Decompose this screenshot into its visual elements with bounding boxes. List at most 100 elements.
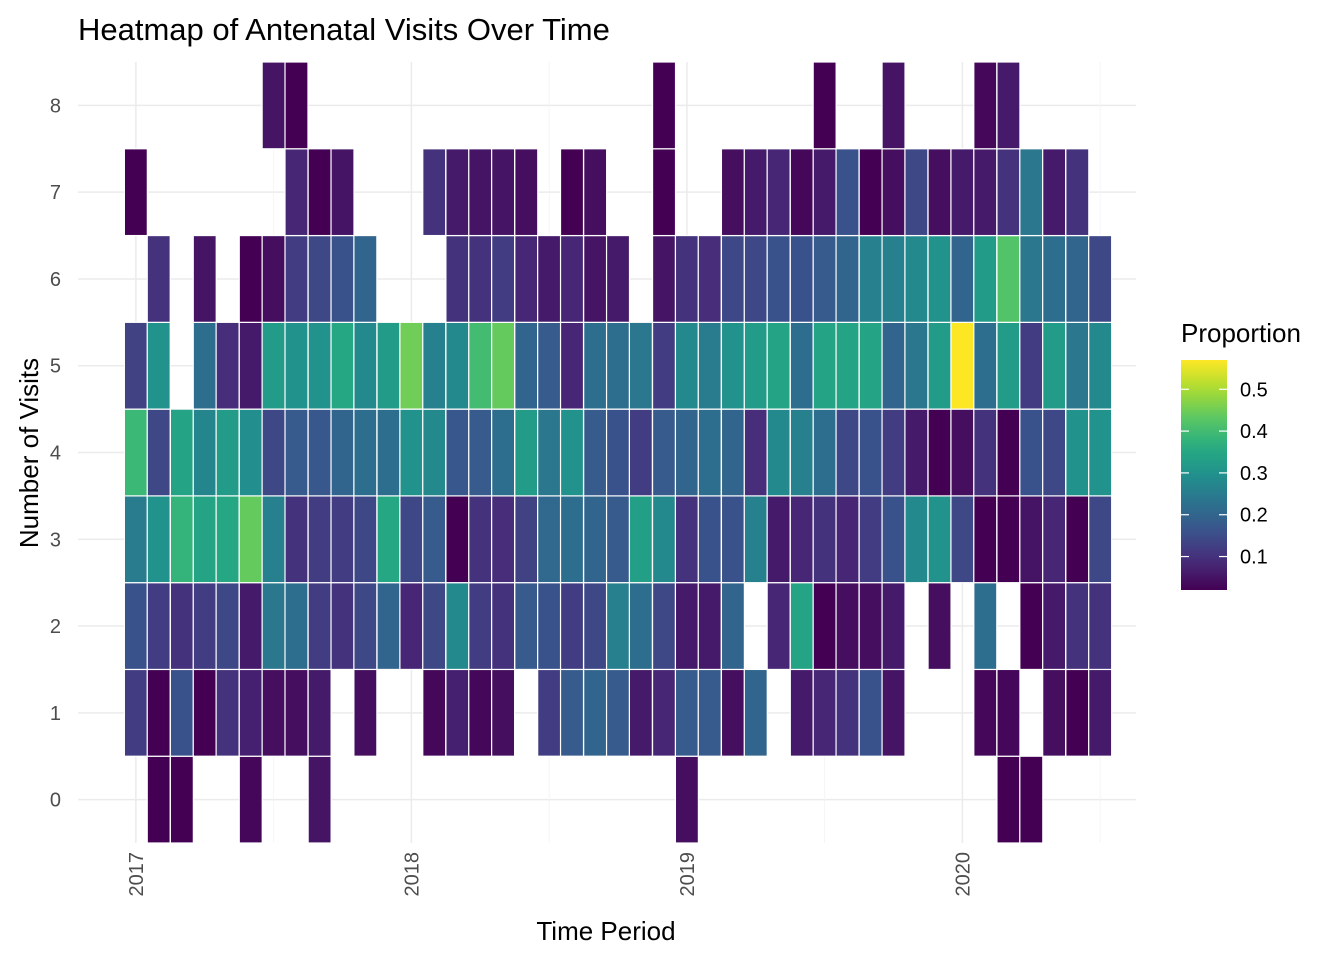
heatmap-cell [146, 668, 171, 757]
heatmap-cell [1042, 234, 1067, 323]
heatmap-cell [628, 321, 653, 410]
heatmap-cell [904, 234, 929, 323]
heatmap-cell [697, 321, 722, 410]
heatmap-cell [123, 408, 148, 497]
y-tick-label: 2 [50, 616, 61, 638]
heatmap-cell [192, 668, 217, 757]
heatmap-cell [169, 755, 194, 844]
heatmap-cell [605, 321, 631, 410]
heatmap-cell [812, 321, 837, 410]
heatmap-cell [766, 495, 791, 584]
heatmap-cell [766, 234, 791, 323]
heatmap-cell [858, 234, 883, 323]
heatmap-cell [697, 408, 722, 497]
heatmap-cell [651, 495, 677, 584]
heatmap-cell [1019, 495, 1044, 584]
heatmap-cell [445, 408, 470, 497]
heatmap-cell [1019, 234, 1044, 323]
heatmap-cell [766, 148, 791, 237]
heatmap-cell [789, 582, 814, 671]
heatmap-cell [238, 408, 263, 497]
heatmap-cell [376, 495, 401, 584]
heatmap-cell [399, 408, 424, 497]
heatmap-cell [1088, 495, 1113, 584]
heatmap-cell [950, 234, 975, 323]
heatmap-cell [651, 148, 677, 237]
heatmap-cell [858, 495, 883, 584]
heatmap-cell [789, 148, 814, 237]
heatmap-cell [605, 668, 631, 757]
heatmap-cell [835, 668, 860, 757]
heatmap-cell [491, 321, 516, 410]
heatmap-cell [559, 668, 585, 757]
heatmap-cell [215, 668, 240, 757]
heatmap-cell [169, 495, 194, 584]
heatmap-cell [904, 148, 929, 237]
legend-colorbar [1181, 360, 1227, 590]
heatmap-cell [468, 148, 493, 237]
heatmap-cell [1088, 234, 1113, 323]
heatmap-cell [238, 582, 263, 671]
y-tick-label: 3 [50, 529, 61, 551]
heatmap-cell [330, 495, 355, 584]
heatmap-cell [307, 234, 332, 323]
heatmap-cell [330, 408, 355, 497]
heatmap-cell [720, 234, 745, 323]
heatmap-cell [996, 148, 1021, 237]
heatmap-cell [307, 148, 332, 237]
heatmap-cell [146, 582, 171, 671]
heatmap-cell [514, 148, 539, 237]
heatmap-cell [973, 234, 998, 323]
heatmap-cell [1042, 495, 1067, 584]
heatmap-cell [881, 321, 906, 410]
heatmap-cell [1065, 408, 1090, 497]
heatmap-cell [835, 495, 860, 584]
heatmap-cells [123, 61, 1113, 844]
heatmap-cell [881, 495, 906, 584]
heatmap-cell [927, 582, 952, 671]
heatmap-cell [1042, 321, 1067, 410]
y-tick-label: 4 [50, 443, 61, 465]
heatmap-cell [996, 408, 1021, 497]
heatmap-cell [445, 495, 470, 584]
heatmap-cell [123, 668, 148, 757]
heatmap-cell [537, 582, 562, 671]
heatmap-cell [537, 408, 562, 497]
heatmap-cell [537, 321, 562, 410]
y-tick-label: 5 [50, 356, 61, 378]
heatmap-cell [996, 668, 1021, 757]
heatmap-cell [422, 495, 447, 584]
heatmap-cell [284, 495, 309, 584]
heatmap-cell [674, 234, 699, 323]
heatmap-cell [858, 408, 883, 497]
heatmap-cell [973, 321, 998, 410]
heatmap-cell [238, 668, 263, 757]
heatmap-cell [973, 495, 998, 584]
heatmap-cell [192, 582, 217, 671]
heatmap-cell [766, 408, 791, 497]
heatmap-cell [559, 234, 585, 323]
heatmap-cell [651, 321, 677, 410]
heatmap-cell [261, 582, 286, 671]
heatmap-cell [468, 495, 493, 584]
heatmap-cell [973, 408, 998, 497]
heatmap-cell [1088, 668, 1113, 757]
heatmap-cell [123, 582, 148, 671]
heatmap-cell [858, 148, 883, 237]
heatmap-cell [491, 148, 516, 237]
heatmap-cell [1065, 582, 1090, 671]
heatmap-cell [123, 148, 148, 237]
legend-ticks: 0.1 0.2 0.3 0.4 0.5 [1181, 379, 1268, 569]
heatmap-cell [353, 234, 378, 323]
x-tick-label: 2018 [401, 852, 423, 897]
heatmap-cell [422, 148, 447, 237]
heatmap-cell [812, 582, 837, 671]
heatmap-cell [399, 321, 424, 410]
heatmap-cell [307, 582, 332, 671]
heatmap-cell [950, 148, 975, 237]
heatmap-cell [835, 408, 860, 497]
heatmap-cell [422, 408, 447, 497]
heatmap-cell [996, 234, 1021, 323]
heatmap-cell [628, 668, 653, 757]
